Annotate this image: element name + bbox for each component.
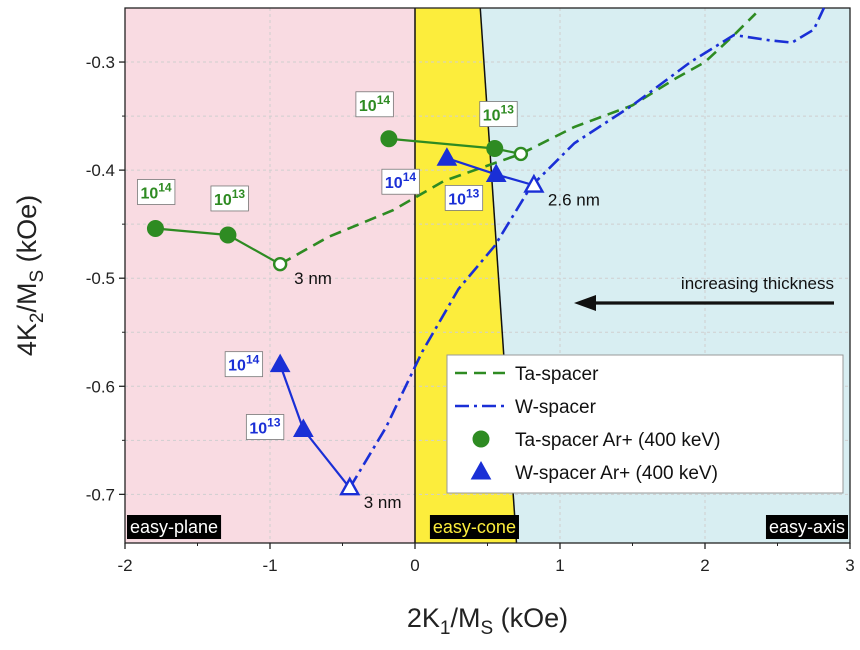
dose-base: 10 [359, 98, 377, 115]
data-point-circle [486, 140, 504, 158]
dose-label: 1014 [140, 180, 171, 202]
dose-label: 1013 [214, 187, 245, 209]
dose-label-box [444, 185, 484, 211]
dose-label-box [355, 91, 394, 118]
data-point-circle [272, 256, 288, 272]
data-point-triangle [436, 147, 458, 166]
dose-base: 10 [249, 421, 267, 438]
data-point-circle [146, 219, 164, 237]
axis-label-subscript: S [480, 618, 493, 639]
dose-base: 10 [483, 108, 501, 125]
data-point-triangle [269, 353, 291, 373]
region-label-easy-axis-bg [765, 515, 848, 539]
dose-exponent: 14 [403, 170, 417, 184]
dose-label: 1013 [483, 103, 514, 125]
dose-base: 10 [448, 191, 466, 208]
series-line-0 [279, 12, 757, 266]
dose-exponent: 14 [158, 180, 172, 194]
dose-label: 1013 [448, 186, 479, 208]
thickness-note: 3 nm [294, 269, 332, 288]
data-point-circle [513, 146, 529, 162]
data-point-triangle [292, 418, 314, 438]
legend-swatch-circle [472, 430, 490, 448]
region-label-easy-plane: easy-plane [130, 517, 218, 537]
legend-label: Ta-spacer Ar+ (400 keV) [515, 430, 720, 451]
region-label-easy-cone: easy-cone [433, 517, 516, 537]
dose-label-box [137, 179, 176, 205]
dose-base: 10 [214, 192, 232, 209]
x-tick-label: 1 [555, 556, 564, 575]
region-label-easy-axis: easy-axis [769, 517, 845, 537]
series-line-1 [348, 7, 826, 489]
region-label-easy-cone-bg [429, 515, 519, 539]
axis-label-part: /M [450, 603, 480, 633]
thickness-note: 3 nm [364, 493, 402, 512]
data-point-triangle [523, 173, 545, 193]
legend-label: W-spacer Ar+ (400 keV) [515, 463, 718, 484]
dose-label-box [381, 168, 420, 195]
dose-exponent: 13 [267, 416, 281, 430]
axis-label-part: (kOe) [12, 195, 42, 270]
thickness-note: 2.6 nm [548, 190, 600, 209]
data-point-triangle [339, 476, 361, 496]
dose-exponent: 14 [377, 93, 391, 107]
legend-box [446, 354, 844, 494]
y-tick-label: -0.3 [86, 53, 115, 72]
data-point-circle [219, 226, 237, 244]
legend-label: Ta-spacer [515, 364, 599, 385]
x-tick-label: -1 [262, 556, 277, 575]
axis-label-part: 4K [12, 323, 42, 356]
data-point-triangle [485, 163, 507, 182]
dose-label-box [224, 351, 264, 378]
y-tick-label: -0.6 [86, 377, 115, 396]
legend-label: W-spacer [515, 397, 597, 418]
dose-exponent: 13 [501, 103, 515, 117]
dose-base: 10 [140, 185, 158, 202]
dose-label: 1013 [249, 416, 280, 438]
dose-label-box [210, 185, 249, 212]
dose-exponent: 13 [232, 187, 246, 201]
y-axis-label: 4K2/MS (kOe) [12, 195, 48, 356]
dose-label-box [245, 414, 285, 440]
axis-label-subscript: 1 [440, 618, 451, 639]
x-tick-label: -2 [117, 556, 132, 575]
x-tick-label: 3 [845, 556, 854, 575]
dose-label: 1014 [228, 353, 259, 375]
y-tick-label: -0.4 [86, 161, 115, 180]
x-tick-label: 0 [410, 556, 419, 575]
dose-label: 1014 [385, 170, 416, 192]
x-tick-label: 2 [700, 556, 709, 575]
axis-label-part: (kOe) [493, 603, 568, 633]
data-point-circle [380, 130, 398, 148]
dose-exponent: 13 [466, 186, 480, 200]
legend-swatch-triangle [470, 460, 492, 480]
arrow-label: increasing thickness [681, 274, 834, 293]
dose-label: 1014 [359, 93, 390, 115]
axis-label-part: /M [12, 283, 42, 313]
dose-base: 10 [228, 358, 246, 375]
axis-label-subscript: 2 [27, 313, 48, 324]
dose-base: 10 [385, 175, 403, 192]
dose-label-box [479, 101, 518, 127]
axis-label-subscript: S [27, 270, 48, 283]
y-tick-label: -0.7 [86, 485, 115, 504]
dose-exponent: 14 [246, 353, 260, 367]
x-axis-label: 2K1/MS (kOe) [407, 603, 568, 639]
region-label-easy-plane-bg [127, 515, 222, 539]
thickness-arrow-head [574, 295, 596, 311]
y-tick-label: -0.5 [86, 269, 115, 288]
axis-label-part: 2K [407, 603, 440, 633]
